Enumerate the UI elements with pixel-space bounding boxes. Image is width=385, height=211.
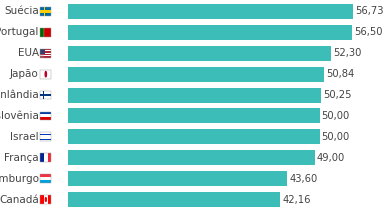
FancyBboxPatch shape bbox=[40, 117, 51, 120]
FancyBboxPatch shape bbox=[40, 50, 51, 51]
FancyBboxPatch shape bbox=[40, 91, 51, 99]
FancyBboxPatch shape bbox=[40, 55, 51, 56]
Text: Luxemburgo: Luxemburgo bbox=[0, 174, 39, 184]
Text: 56,50: 56,50 bbox=[354, 27, 383, 37]
Text: Israel: Israel bbox=[10, 132, 39, 142]
FancyBboxPatch shape bbox=[40, 28, 45, 37]
Text: EUA: EUA bbox=[18, 48, 39, 58]
Bar bbox=[68, 4, 353, 19]
FancyBboxPatch shape bbox=[44, 195, 48, 204]
FancyBboxPatch shape bbox=[40, 49, 45, 54]
Text: Finlândia: Finlândia bbox=[0, 90, 39, 100]
FancyBboxPatch shape bbox=[40, 177, 51, 180]
FancyBboxPatch shape bbox=[40, 133, 51, 141]
FancyBboxPatch shape bbox=[44, 153, 48, 162]
FancyBboxPatch shape bbox=[40, 70, 51, 78]
FancyBboxPatch shape bbox=[40, 195, 44, 204]
Text: 50,00: 50,00 bbox=[321, 111, 350, 121]
FancyBboxPatch shape bbox=[40, 51, 51, 53]
Text: 50,25: 50,25 bbox=[323, 90, 352, 100]
FancyBboxPatch shape bbox=[40, 153, 44, 162]
Text: 49,00: 49,00 bbox=[316, 153, 345, 163]
FancyBboxPatch shape bbox=[40, 7, 51, 16]
Circle shape bbox=[45, 197, 46, 202]
FancyBboxPatch shape bbox=[40, 53, 51, 54]
Text: 42,16: 42,16 bbox=[282, 195, 311, 204]
Bar bbox=[68, 88, 321, 103]
FancyBboxPatch shape bbox=[48, 153, 51, 162]
Text: França: França bbox=[4, 153, 39, 163]
FancyBboxPatch shape bbox=[40, 180, 51, 183]
Circle shape bbox=[45, 72, 47, 77]
Text: 52,30: 52,30 bbox=[333, 48, 362, 58]
Text: Eslovênia: Eslovênia bbox=[0, 111, 39, 121]
Text: Suécia: Suécia bbox=[4, 7, 39, 16]
Text: 50,00: 50,00 bbox=[321, 132, 350, 142]
Bar bbox=[68, 150, 315, 165]
FancyBboxPatch shape bbox=[40, 139, 51, 140]
FancyBboxPatch shape bbox=[40, 49, 51, 50]
FancyBboxPatch shape bbox=[40, 56, 51, 58]
Bar bbox=[68, 25, 352, 40]
Bar bbox=[68, 46, 331, 61]
FancyBboxPatch shape bbox=[40, 115, 51, 117]
Bar bbox=[68, 108, 320, 123]
FancyBboxPatch shape bbox=[40, 54, 51, 55]
FancyBboxPatch shape bbox=[40, 174, 51, 177]
FancyBboxPatch shape bbox=[40, 10, 51, 13]
FancyBboxPatch shape bbox=[40, 112, 51, 115]
Text: 43,60: 43,60 bbox=[290, 174, 318, 184]
Bar bbox=[68, 129, 320, 144]
FancyBboxPatch shape bbox=[40, 134, 51, 135]
Text: Portugal: Portugal bbox=[0, 27, 39, 37]
FancyBboxPatch shape bbox=[48, 195, 51, 204]
Bar bbox=[68, 67, 324, 82]
Text: Canadá: Canadá bbox=[0, 195, 39, 204]
FancyBboxPatch shape bbox=[44, 7, 45, 16]
Bar bbox=[68, 171, 287, 186]
Text: Japão: Japão bbox=[10, 69, 39, 79]
Bar bbox=[68, 192, 280, 207]
FancyBboxPatch shape bbox=[40, 94, 51, 96]
Text: 56,73: 56,73 bbox=[355, 7, 384, 16]
FancyBboxPatch shape bbox=[40, 49, 44, 58]
FancyBboxPatch shape bbox=[45, 28, 51, 37]
Text: 50,84: 50,84 bbox=[326, 69, 354, 79]
